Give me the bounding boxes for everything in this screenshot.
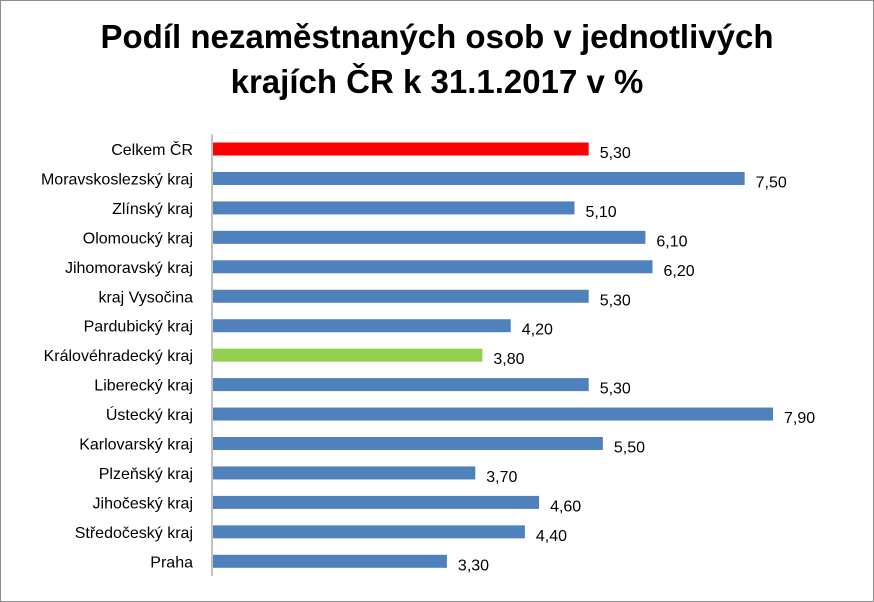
chart-title-line-2: krajích ČR k 31.1.2017 v % <box>230 63 644 100</box>
bar-13 <box>213 525 525 539</box>
category-label-3: Olomoucký kraj <box>83 230 193 247</box>
bar-12 <box>213 495 540 509</box>
category-label-5: kraj Vysočina <box>98 289 193 306</box>
bar-2 <box>213 201 575 215</box>
category-label-14: Praha <box>150 554 193 571</box>
bar-10 <box>213 437 603 450</box>
category-label-7: Královéhradecký kraj <box>44 348 193 365</box>
category-label-2: Zlínský kraj <box>112 201 193 218</box>
value-labels-group: 5,30 7,50 5,10 6,10 6,20 5,30 4,20 3,80 5,30 7,90… <box>458 145 815 574</box>
bar-11 <box>213 466 476 480</box>
value-label-12: 4,60 <box>550 498 581 515</box>
value-label-4: 6,20 <box>663 263 694 280</box>
category-label-4: Jihomoravský kraj <box>65 260 193 277</box>
value-label-6: 4,20 <box>522 322 553 339</box>
category-label-13: Středočeský kraj <box>75 525 193 542</box>
bar-3 <box>213 230 646 244</box>
value-label-11: 3,70 <box>486 469 517 486</box>
category-label-0: Celkem ČR <box>111 140 193 159</box>
value-label-8: 5,30 <box>600 381 631 398</box>
value-label-7: 3,80 <box>493 351 524 368</box>
value-label-3: 6,10 <box>656 233 687 250</box>
bars-group <box>213 142 773 568</box>
bar-5 <box>213 289 589 303</box>
value-label-13: 4,40 <box>536 528 567 545</box>
value-label-10: 5,50 <box>614 440 645 457</box>
category-labels-group: Celkem ČR Moravskoslezský kraj Zlínský kra… <box>41 140 193 571</box>
category-label-8: Liberecký kraj <box>94 378 193 395</box>
category-label-11: Plzeňský kraj <box>99 466 193 483</box>
value-label-14: 3,30 <box>458 557 489 574</box>
bar-1 <box>213 171 745 185</box>
bar-4 <box>213 260 653 274</box>
chart-title-line-1: Podíl nezaměstnaných osob v jednotlivých <box>100 18 774 55</box>
value-label-9: 7,90 <box>784 410 815 427</box>
value-label-5: 5,30 <box>600 292 631 309</box>
bar-9 <box>213 407 773 421</box>
bar-14 <box>213 554 447 568</box>
category-label-12: Jihočeský kraj <box>93 495 193 512</box>
bar-8 <box>213 378 589 392</box>
value-label-1: 7,50 <box>756 174 787 191</box>
bar-7 <box>213 348 483 362</box>
category-label-6: Pardubický kraj <box>84 319 193 336</box>
category-label-9: Ústecký kraj <box>106 405 193 424</box>
category-label-1: Moravskoslezský kraj <box>41 171 193 188</box>
chart-title: Podíl nezaměstnaných osob v jednotlivých… <box>0 14 874 104</box>
value-label-2: 5,10 <box>586 204 617 221</box>
bar-0 <box>213 142 589 156</box>
bar-6 <box>213 319 511 333</box>
value-label-0: 5,30 <box>600 145 631 162</box>
category-label-10: Karlovarský kraj <box>79 437 193 454</box>
